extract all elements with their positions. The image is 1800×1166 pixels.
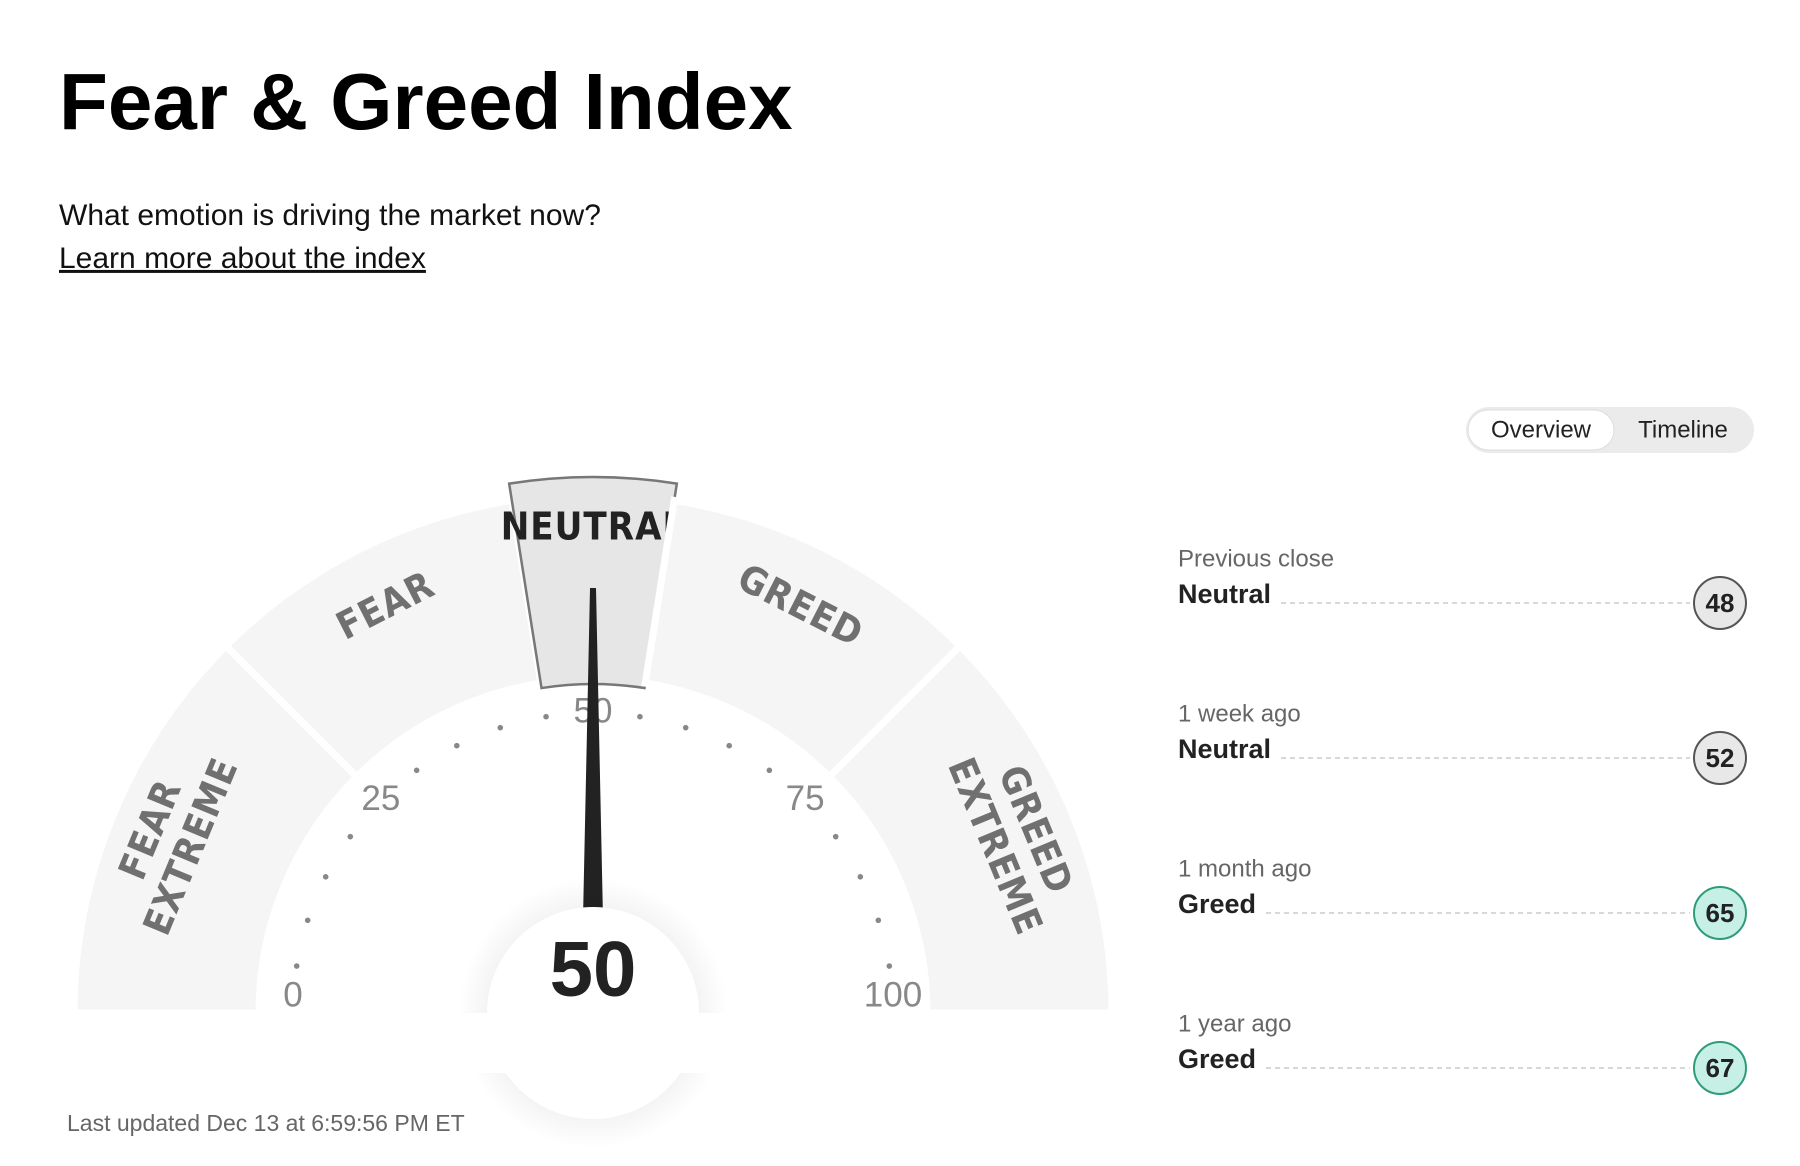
tab[interactable]: Timeline bbox=[1638, 416, 1728, 443]
learn-more-link[interactable]: Learn more about the index bbox=[59, 242, 426, 275]
history-label: 1 month ago bbox=[1178, 855, 1311, 882]
dial-dot bbox=[293, 963, 300, 969]
page-title: Fear & Greed Index bbox=[59, 57, 793, 146]
tab-active-bg bbox=[1467, 409, 1615, 451]
dial-tick-label: 0 bbox=[283, 975, 302, 1014]
dial-dot bbox=[322, 874, 329, 880]
history-label: 1 year ago bbox=[1178, 1010, 1291, 1037]
history-rating: Neutral bbox=[1178, 579, 1271, 609]
history-list: Previous close Neutral 48 1 week ago Neutral… bbox=[1178, 545, 1747, 1095]
dial-tick-label: 25 bbox=[361, 779, 400, 818]
last-updated: Last updated Dec 13 at 6:59:56 PM ET bbox=[67, 1110, 465, 1136]
history-badge bbox=[1693, 886, 1747, 940]
dial-dot bbox=[886, 963, 893, 969]
dial-dot bbox=[857, 874, 864, 880]
gauge: EXTREMEFEARFEARNEUTRALGREEDEXTREMEGREED0… bbox=[0, 475, 1160, 1148]
dial-dot bbox=[543, 713, 549, 720]
dial-tick-label: 75 bbox=[786, 779, 825, 818]
dial-dot bbox=[766, 767, 773, 774]
history-label: Previous close bbox=[1178, 545, 1334, 572]
dial-tick-label: 100 bbox=[864, 975, 922, 1014]
history-rating: Greed bbox=[1178, 1044, 1256, 1074]
history-value: 67 bbox=[1706, 1053, 1735, 1083]
dial-dot bbox=[454, 742, 460, 749]
tabs: Overview Timeline bbox=[1466, 407, 1754, 453]
history-value: 65 bbox=[1706, 898, 1735, 928]
subtitle: What emotion is driving the market now? bbox=[59, 199, 601, 232]
history-value: 52 bbox=[1706, 743, 1735, 773]
history-rating: Neutral bbox=[1178, 734, 1271, 764]
segment-label: NEUTRAL bbox=[501, 505, 686, 549]
dial-dot bbox=[637, 713, 643, 720]
hub bbox=[487, 907, 699, 1119]
gauge-segment bbox=[507, 475, 679, 690]
gauge-value: 50 bbox=[550, 925, 637, 1013]
dial-dot bbox=[832, 833, 839, 840]
gauge-segment bbox=[824, 641, 1116, 1017]
dial-dot bbox=[347, 833, 354, 840]
dial-dot bbox=[413, 767, 420, 774]
history-label: 1 week ago bbox=[1178, 700, 1301, 727]
history-badge bbox=[1693, 731, 1747, 785]
dial-dot bbox=[304, 917, 311, 924]
history-value: 48 bbox=[1706, 588, 1735, 618]
dial-dot bbox=[497, 724, 504, 731]
dial-dot bbox=[682, 724, 689, 731]
tab[interactable]: Overview bbox=[1491, 416, 1592, 443]
dial-dot bbox=[875, 917, 882, 924]
history-badge bbox=[1693, 576, 1747, 630]
dial-dot bbox=[726, 742, 732, 749]
history-rating: Greed bbox=[1178, 889, 1256, 919]
history-badge bbox=[1693, 1041, 1747, 1095]
